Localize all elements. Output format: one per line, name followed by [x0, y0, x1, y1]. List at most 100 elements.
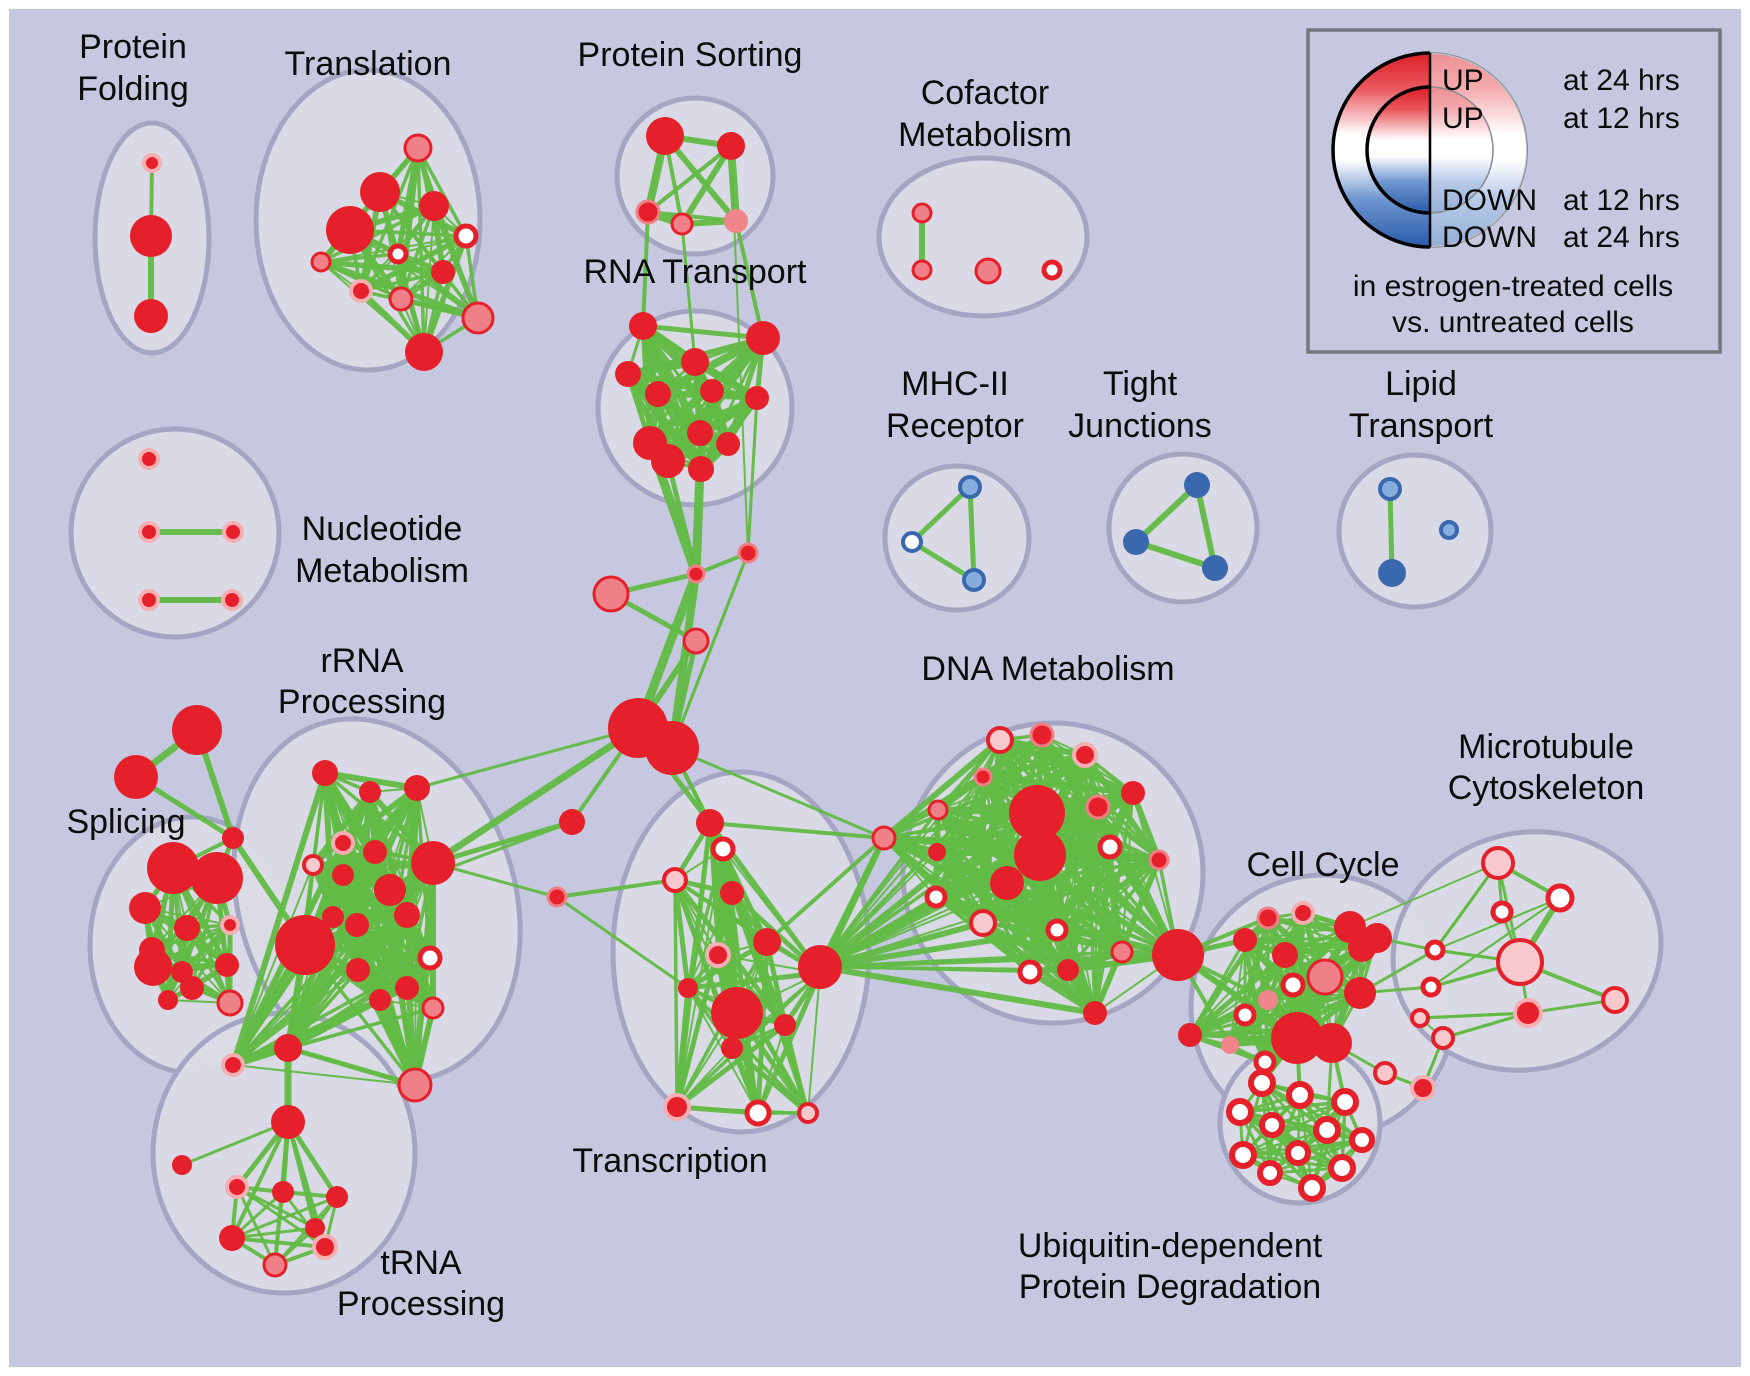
network-edge	[354, 922, 436, 1011]
cluster-label-lipid-transport: Lipid Transport	[1349, 365, 1494, 445]
legend-time-0: at 24 hrs	[1563, 64, 1680, 97]
gene-node	[990, 866, 1024, 900]
gene-node	[1373, 1061, 1397, 1085]
gene-node	[774, 1014, 796, 1036]
network-edge	[1065, 804, 1101, 973]
gene-node	[305, 1218, 325, 1238]
gene-node	[322, 906, 344, 928]
gene-node	[215, 953, 239, 977]
gene-node	[419, 191, 449, 221]
network-edge	[180, 1120, 290, 1167]
gene-node	[681, 348, 709, 376]
gene-node	[1259, 1112, 1285, 1138]
gene-node	[974, 257, 1002, 285]
gene-node	[927, 799, 949, 821]
gene-node	[1233, 1003, 1257, 1027]
network-edge	[1029, 859, 1160, 973]
network-edge	[230, 1120, 290, 1240]
network-edge	[1349, 862, 1499, 928]
gene-node	[1045, 918, 1069, 942]
gene-node	[711, 987, 763, 1039]
network-edge	[746, 396, 759, 555]
gene-node	[388, 286, 414, 312]
cluster-region-tight-junctions	[1106, 451, 1260, 605]
gene-node	[404, 775, 430, 801]
gene-node	[191, 852, 243, 904]
gene-node	[394, 902, 420, 928]
gene-node	[682, 627, 710, 655]
gene-node	[421, 996, 445, 1020]
gene-node	[651, 444, 685, 478]
network-edge	[665, 458, 699, 577]
network-edge	[319, 204, 436, 264]
gene-node	[225, 1175, 249, 1199]
gene-node	[114, 755, 158, 799]
gene-node	[1378, 559, 1406, 587]
gene-node	[559, 809, 585, 835]
network-edge	[685, 970, 823, 991]
gene-node	[134, 948, 172, 986]
network-edge	[817, 927, 1060, 970]
gene-node	[687, 420, 713, 446]
cluster-label-microtubule-cytoskeleton: Microtubule Cytoskeleton	[1448, 728, 1645, 807]
gene-node	[129, 892, 161, 924]
gene-node	[1298, 1174, 1326, 1202]
legend: UP at 24 hrs UP at 12 hrs DOWN at 12 hrs DOWN a…	[1306, 28, 1722, 354]
gene-node	[1248, 1069, 1276, 1097]
network-edge	[672, 877, 691, 991]
gene-node	[222, 827, 244, 849]
gene-node	[717, 132, 745, 160]
network-edge	[676, 954, 719, 1108]
network-edge	[232, 1064, 416, 1086]
gene-node	[696, 809, 724, 837]
network-edge	[817, 790, 1136, 970]
gene-node	[1272, 942, 1298, 968]
legend-direction-1: UP	[1442, 102, 1484, 135]
gene-node	[1306, 958, 1344, 996]
gene-node	[686, 564, 706, 584]
network-edge	[231, 998, 382, 1067]
gene-node	[1312, 1023, 1352, 1063]
network-edge	[430, 819, 575, 866]
network-edge	[1027, 969, 1098, 1016]
network-edge	[640, 323, 766, 341]
network-edge	[1244, 926, 1351, 941]
cluster-label-cofactor-metabolism: Cofactor Metabolism	[898, 74, 1072, 154]
gene-node	[1258, 990, 1278, 1010]
network-edge	[708, 821, 886, 840]
network-edge	[1121, 792, 1134, 953]
network-edge	[285, 1045, 418, 1088]
gene-node	[359, 781, 381, 803]
gene-node	[724, 209, 748, 233]
gene-node	[138, 521, 160, 543]
gene-node	[1202, 555, 1228, 581]
gene-node	[1286, 1081, 1314, 1109]
network-edge	[1067, 792, 1134, 971]
cluster-label-ubiquitin-degradation: Ubiquitin-dependent Protein Degradation	[1018, 1227, 1323, 1306]
gene-node	[1481, 846, 1515, 880]
network-edge	[1434, 897, 1561, 951]
legend-time-3: at 24 hrs	[1563, 221, 1680, 254]
legend-time-1: at 12 hrs	[1563, 102, 1680, 135]
network-edge	[670, 746, 886, 840]
gene-node	[688, 456, 714, 482]
network-edge	[674, 1022, 788, 1110]
gene-node	[345, 913, 369, 937]
gene-node	[431, 260, 455, 284]
gene-node	[1229, 1141, 1257, 1169]
cluster-label-dna-metabolism: DNA Metabolism	[921, 650, 1174, 688]
gene-node	[1490, 900, 1514, 924]
network-edge	[230, 1195, 339, 1240]
gene-node	[417, 945, 443, 971]
legend-direction-3: DOWN	[1442, 221, 1537, 254]
network-edge	[230, 770, 328, 1068]
gene-node	[1378, 477, 1402, 501]
cluster-label-protein-folding: Protein Folding	[77, 28, 189, 108]
cluster-label-mhc-ii-receptor: MHC-II Receptor	[886, 365, 1024, 445]
cluster-label-translation: Translation	[285, 45, 452, 83]
network-edge	[685, 939, 770, 991]
gene-node	[645, 381, 671, 407]
network-edge	[687, 892, 733, 989]
gene-node	[1328, 1154, 1356, 1182]
cluster-label-splicing: Splicing	[66, 803, 185, 841]
